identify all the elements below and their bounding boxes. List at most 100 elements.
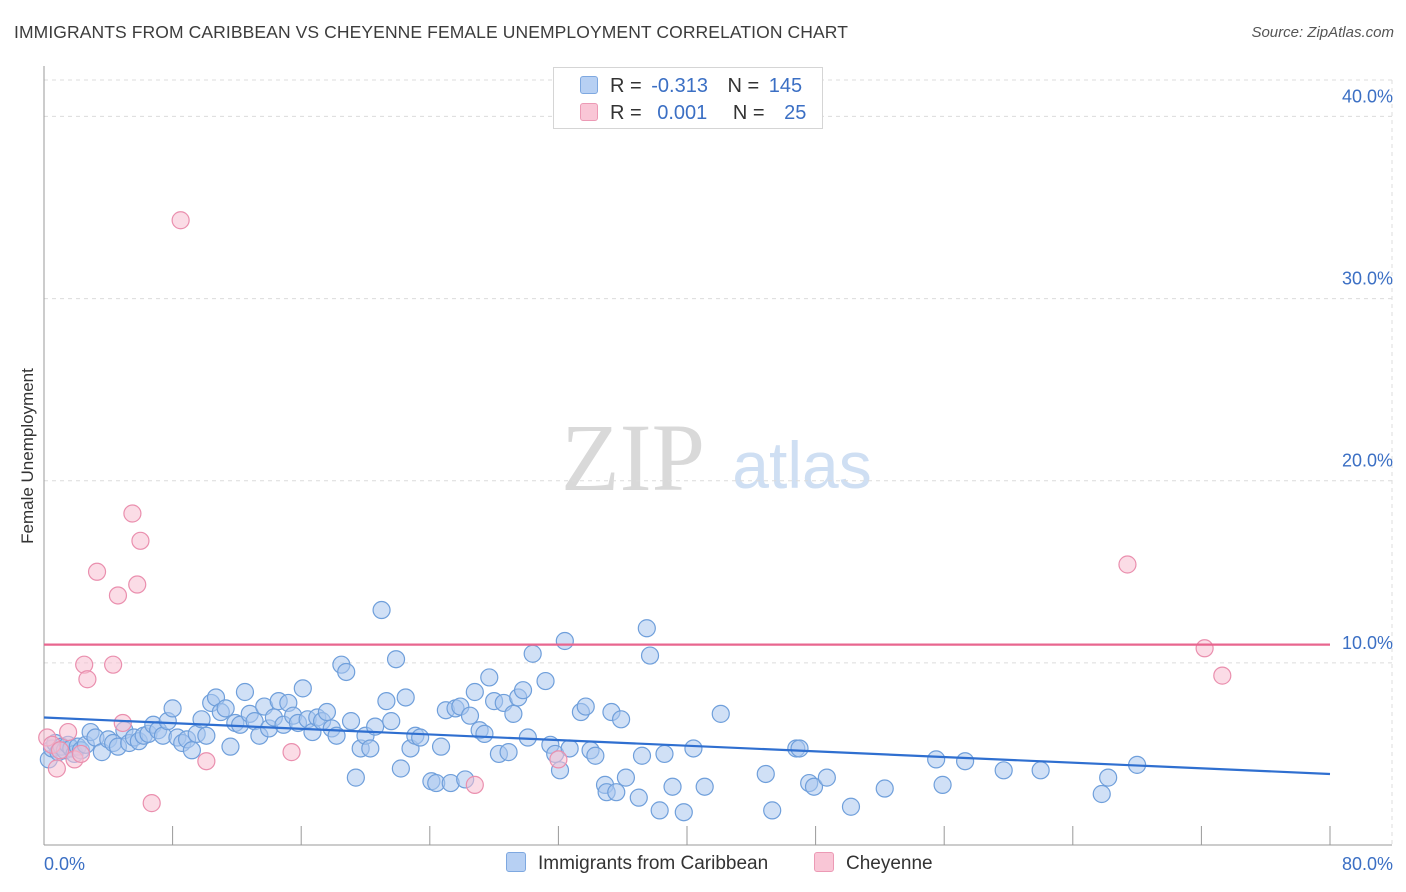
caribbean-point	[361, 739, 380, 758]
caribbean-point	[804, 777, 824, 796]
cheyenne-point	[142, 794, 161, 813]
legend-pink-swatch	[814, 852, 834, 872]
caribbean-point	[391, 759, 410, 778]
caribbean-point	[216, 699, 235, 718]
trend-lines	[43, 643, 1331, 776]
cheyenne-point	[1195, 639, 1214, 658]
watermark: ZIP atlas	[561, 404, 872, 511]
stats-pink-n-label: N =	[732, 102, 765, 124]
cheyenne-point	[50, 741, 70, 760]
legend-item-cheyenne[interactable]: Cheyenne	[814, 852, 933, 875]
caribbean-point	[411, 728, 430, 747]
caribbean-point	[756, 764, 775, 784]
caribbean-point	[341, 712, 361, 731]
cheyenne-point	[71, 744, 91, 764]
caribbean-point	[163, 699, 182, 718]
caribbean-point	[576, 697, 595, 716]
cheyenne-point	[59, 722, 78, 742]
legend-item-caribbean[interactable]: Immigrants from Caribbean	[506, 852, 768, 875]
y-tick-label: 10.0%	[1342, 633, 1393, 653]
caribbean-point	[465, 682, 484, 702]
caribbean-point	[994, 761, 1013, 780]
stats-row-pink: R = 0.001 N = 25	[580, 102, 806, 128]
legend-blue-swatch	[506, 852, 526, 872]
pink-swatch	[580, 103, 598, 121]
caribbean-point	[695, 777, 714, 796]
cheyenne-point	[87, 562, 107, 581]
caribbean-point	[927, 750, 946, 769]
cheyenne-point	[1118, 555, 1137, 574]
x-tick-label: 0.0%	[44, 854, 85, 874]
cheyenne-point	[123, 504, 142, 523]
caribbean-point	[386, 650, 406, 669]
caribbean-point	[607, 783, 626, 802]
stats-blue-n-value: 145	[768, 75, 803, 97]
caribbean-point	[431, 737, 451, 756]
caribbean-point	[955, 752, 975, 771]
caribbean-point	[182, 741, 201, 760]
caribbean-point	[790, 739, 809, 758]
caribbean-point	[711, 704, 730, 723]
caribbean-point	[841, 797, 861, 816]
caribbean-point	[616, 768, 636, 787]
caribbean-point	[382, 712, 401, 731]
caribbean-point	[317, 702, 337, 722]
source-label: Source: ZipAtlas.com	[1251, 24, 1394, 41]
caribbean-point	[817, 768, 836, 787]
caribbean-point	[513, 681, 533, 700]
y-tick-label: 30.0%	[1342, 269, 1393, 289]
y-axis-label: Female Unemployment	[18, 368, 37, 544]
caribbean-point	[372, 600, 391, 620]
legend-label-caribbean: Immigrants from Caribbean	[538, 853, 769, 874]
caribbean-point	[536, 671, 555, 691]
caribbean-point	[396, 688, 415, 707]
caribbean-point	[346, 768, 365, 787]
cheyenne-point	[104, 655, 123, 674]
caribbean-point	[523, 644, 542, 663]
caribbean-point	[586, 746, 605, 765]
caribbean-point	[337, 662, 356, 682]
cheyenne-point	[1213, 666, 1232, 685]
x-tick-label: 80.0%	[1342, 854, 1393, 874]
stats-blue-r-value: -0.313	[651, 75, 708, 97]
caribbean-point	[640, 646, 660, 665]
stats-blue-n-label: N =	[727, 75, 760, 97]
watermark-atlas: atlas	[732, 428, 871, 502]
caribbean-point	[637, 619, 656, 638]
caribbean-point	[763, 801, 782, 820]
cheyenne-point	[108, 586, 128, 605]
legend: Immigrants from Caribbean Cheyenne	[0, 852, 1406, 880]
caribbean-point	[499, 743, 518, 762]
caribbean-point	[1031, 761, 1050, 780]
y-tick-label: 40.0%	[1342, 86, 1393, 106]
series-cheyenne	[38, 211, 1232, 813]
caribbean-point	[655, 744, 674, 764]
caribbean-point	[674, 803, 693, 822]
caribbean-point	[1099, 768, 1118, 787]
caribbean-point	[629, 788, 648, 807]
legend-label-cheyenne: Cheyenne	[846, 853, 933, 874]
stats-pink-n-value: 25	[784, 102, 807, 124]
caribbean-point	[875, 779, 894, 798]
caribbean-point	[504, 704, 523, 723]
cheyenne-point	[113, 713, 132, 733]
stats-blue-r-label: R =	[610, 75, 642, 97]
watermark-zip: ZIP	[561, 404, 705, 511]
caribbean-point	[933, 775, 952, 794]
stats-row-blue: R = -0.313 N = 145	[580, 75, 802, 101]
ticks: 10.0% 20.0% 30.0% 40.0% 0.0% 80.0%	[44, 86, 1393, 874]
caribbean-point	[632, 746, 652, 765]
caribbean-point	[650, 801, 669, 820]
blue-swatch	[580, 76, 598, 94]
stats-box: R = -0.313 N = 145 R = 0.001 N = 25	[553, 67, 823, 129]
caribbean-point	[235, 682, 255, 702]
cheyenne-point	[197, 752, 216, 771]
caribbean-point	[221, 737, 240, 756]
caribbean-point	[555, 631, 574, 651]
cheyenne-point	[549, 750, 568, 769]
caribbean-point	[293, 679, 312, 698]
caribbean-point	[684, 739, 703, 758]
caribbean-point	[611, 710, 631, 729]
caribbean-point	[1092, 784, 1111, 804]
